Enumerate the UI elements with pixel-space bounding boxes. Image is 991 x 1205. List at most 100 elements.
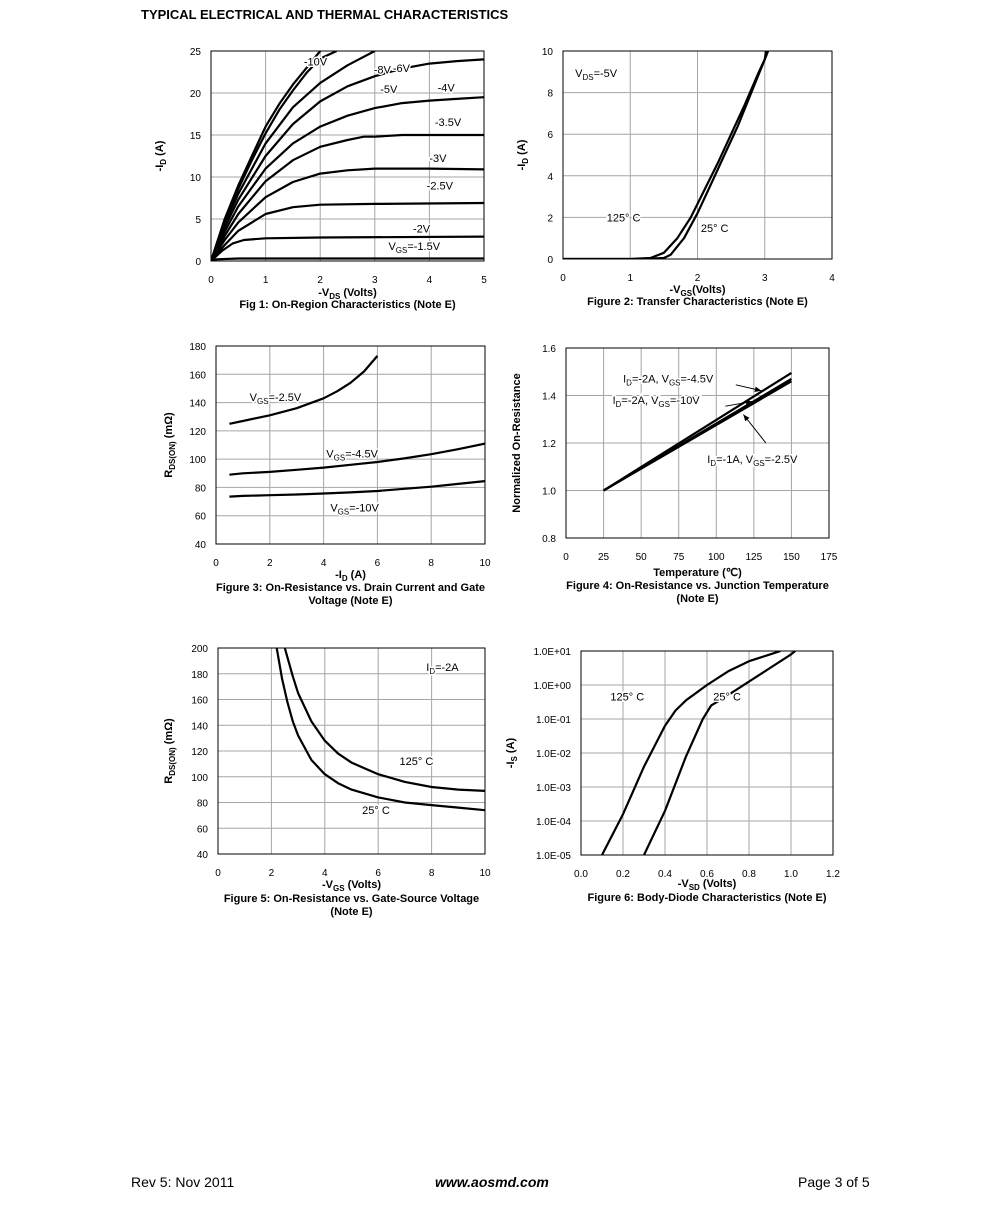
fig4-y-tick-label: 1.6 (542, 344, 556, 355)
fig4-plot-frame (565, 347, 830, 539)
fig1-series-label: -2V (413, 223, 431, 235)
fig3-x-tick-label: 10 (479, 558, 491, 569)
fig5-y-tick-label: 40 (197, 850, 209, 861)
fig3-x-tick-label: 4 (321, 558, 327, 569)
fig1-y-tick-label: 5 (195, 215, 201, 226)
fig5-y-tick-label: 180 (191, 670, 208, 681)
fig2-series-label: 25° C (701, 223, 729, 235)
fig6-series-label: 25° C (713, 691, 741, 703)
fig1-series-label: -6V (393, 63, 411, 75)
fig1-series-label: -3V (429, 153, 447, 165)
fig1-y-axis-label: -ID (A) (154, 140, 168, 171)
fig3-series-label: VGS=-2.5V (250, 392, 302, 406)
fig3-caption: Figure 3: On-Resistance vs. Drain Curren… (216, 582, 485, 594)
fig5-y-tick-label: 120 (191, 747, 208, 758)
fig2-x-tick-label: 0 (560, 273, 566, 284)
fig2-chart: 0 1 2 3 4 0 2 4 6 8 10 VDS=-5V 125° C 25° C -VGS(Volts… (516, 47, 835, 308)
fig5-y-tick-label: 80 (197, 799, 209, 810)
fig5-plot-frame (217, 647, 486, 855)
fig1-y-tick-label: 25 (190, 47, 202, 58)
fig2-x-tick-label: 4 (829, 273, 835, 284)
fig5-series-line-0 (283, 648, 485, 792)
fig4-caption: Figure 4: On-Resistance vs. Junction Tem… (566, 580, 829, 592)
fig2-y-tick-label: 8 (547, 89, 553, 100)
fig2-x-axis-label: -VGS(Volts) (670, 284, 726, 298)
fig3-x-axis-label: -ID (A) (335, 569, 366, 583)
fig1-y-tick-label: 20 (190, 89, 202, 100)
fig6-series-label: 125° C (610, 691, 644, 703)
fig4-x-tick-label: 125 (746, 552, 763, 563)
fig3-y-tick-label: 120 (189, 427, 206, 438)
fig2-series-line-0 (563, 51, 770, 259)
fig5-y-tick-label: 160 (191, 696, 208, 707)
fig5-series-label: 25° C (362, 805, 390, 817)
fig5-series-label: ID=-2A (426, 662, 459, 676)
fig6-x-tick-label: 0.8 (742, 869, 756, 880)
fig1-series-label: VGS=-1.5V (388, 241, 440, 255)
fig1-series-line-3 (211, 58, 484, 261)
fig6-x-tick-label: 0.0 (574, 869, 588, 880)
fig6-x-tick-label: 0.4 (658, 869, 672, 880)
fig4-chart: 0 25 50 75 100 125 150 175 0.8 1.0 1.2 1.4 1.6 ID=-2A… (511, 344, 838, 605)
fig5-x-tick-label: 8 (429, 868, 435, 879)
fig6-series-line-0 (601, 651, 781, 855)
fig6-y-tick-label: 1.0E+01 (533, 647, 571, 658)
fig6-y-tick-label: 1.0E-02 (536, 749, 571, 760)
fig4-caption: (Note E) (676, 593, 719, 605)
footer-website: www.aosmd.com (435, 1174, 549, 1190)
fig3-y-tick-label: 100 (189, 455, 206, 466)
fig4-callout-arrow (725, 399, 753, 407)
fig1-x-tick-label: 3 (372, 275, 378, 286)
fig1-x-tick-label: 0 (208, 275, 214, 286)
fig5-y-tick-label: 140 (191, 721, 208, 732)
fig1-series-label: -10V (304, 56, 328, 68)
fig1-series-line-7 (211, 201, 484, 261)
fig1-caption: Fig 1: On-Region Characteristics (Note E… (239, 299, 456, 311)
fig6-y-tick-label: 1.0E-05 (536, 851, 571, 862)
fig3-x-tick-label: 6 (375, 558, 381, 569)
fig2-y-tick-label: 2 (547, 213, 553, 224)
fig4-x-tick-label: 150 (783, 552, 800, 563)
fig1-y-tick-label: 0 (195, 257, 201, 268)
fig1-series-label: -5V (380, 84, 398, 96)
fig6-x-tick-label: 1.0 (784, 869, 798, 880)
fig6-x-tick-label: 0.2 (616, 869, 630, 880)
fig4-x-tick-label: 0 (563, 552, 569, 563)
fig3-x-tick-label: 2 (267, 558, 273, 569)
fig6-y-tick-label: 1.0E+00 (533, 681, 571, 692)
fig2-caption: Figure 2: Transfer Characteristics (Note… (587, 296, 808, 308)
fig1-plot-frame (210, 50, 485, 262)
fig4-x-tick-label: 50 (636, 552, 648, 563)
fig6-plot-frame (580, 650, 834, 856)
fig4-callout-arrow (735, 384, 762, 392)
fig4-x-tick-label: 175 (821, 552, 838, 563)
fig6-x-axis-label: -VSD (Volts) (678, 878, 737, 892)
fig1-series-line-4 (211, 96, 484, 261)
fig2-x-tick-label: 1 (627, 273, 633, 284)
fig3-y-tick-label: 60 (195, 512, 207, 523)
fig2-gridlines (562, 50, 833, 260)
fig5-y-tick-label: 100 (191, 773, 208, 784)
fig1-y-tick-label: 15 (190, 131, 202, 142)
fig5-x-tick-label: 4 (322, 868, 328, 879)
fig4-series-label: ID=-2A, VGS=-10V (613, 395, 701, 409)
fig5-series-label: 125° C (400, 756, 434, 768)
fig3-y-axis-label: RDS(ON) (mΩ) (163, 412, 177, 478)
footer-revision: Rev 5: Nov 2011 (131, 1174, 235, 1190)
fig2-series-label: VDS=-5V (575, 68, 618, 82)
fig1-y-tick-label: 10 (190, 173, 202, 184)
fig6-caption: Figure 6: Body-Diode Characteristics (No… (588, 892, 827, 904)
fig5-caption: (Note E) (330, 906, 373, 918)
fig3-y-tick-label: 180 (189, 342, 206, 353)
fig1-series-line-1 (211, 51, 338, 261)
fig4-x-axis-label: Temperature (℃) (653, 567, 742, 579)
fig3-caption: Voltage (Note E) (308, 595, 392, 607)
footer-page-number: Page 3 of 5 (798, 1174, 870, 1190)
fig2-y-tick-label: 4 (547, 172, 553, 183)
fig4-callout-arrow (742, 414, 767, 444)
fig5-y-tick-label: 200 (191, 644, 208, 655)
fig3-y-tick-label: 80 (195, 483, 207, 494)
fig3-y-tick-label: 40 (195, 540, 207, 551)
fig6-y-tick-label: 1.0E-04 (536, 817, 571, 828)
fig1-chart: 0 1 2 3 4 5 0 5 10 15 20 25 -10V -8V -6V -5V -4V -3.5V -3V… (154, 47, 487, 311)
